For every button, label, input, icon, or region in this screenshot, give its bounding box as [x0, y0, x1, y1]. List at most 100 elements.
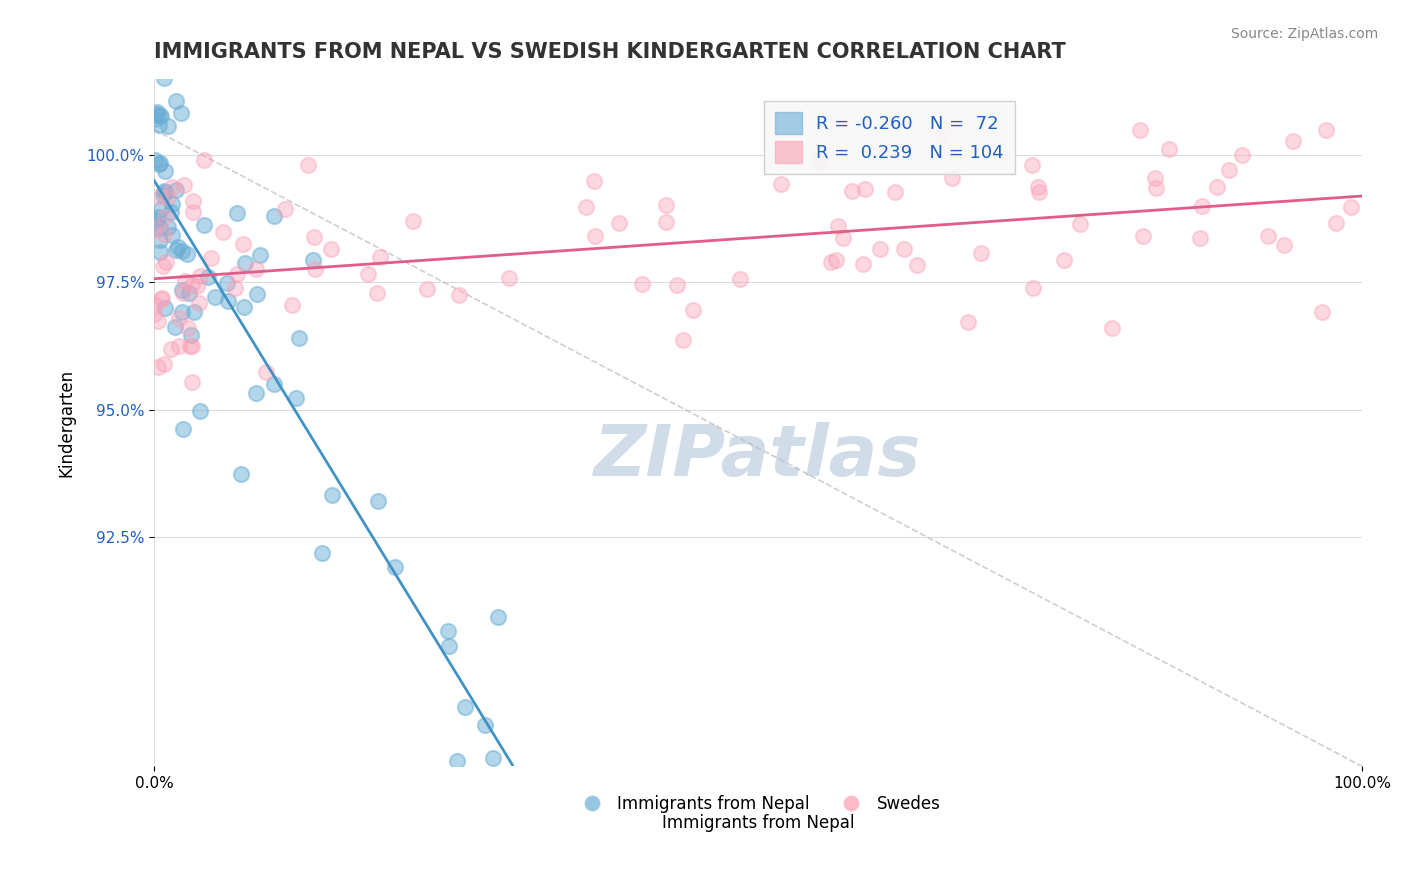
- Point: [1189, 231, 1212, 245]
- Point: [1324, 216, 1347, 230]
- Point: [682, 303, 704, 318]
- Point: [245, 262, 267, 277]
- Point: [582, 173, 605, 187]
- Point: [149, 156, 172, 170]
- Point: [188, 296, 211, 310]
- Point: [174, 274, 197, 288]
- Point: [449, 287, 471, 301]
- Point: [825, 252, 848, 267]
- Point: [501, 885, 523, 892]
- Point: [153, 210, 176, 224]
- Point: [143, 307, 166, 321]
- Point: [163, 320, 186, 334]
- Point: [583, 229, 606, 244]
- Point: [150, 291, 173, 305]
- Point: [654, 198, 676, 212]
- Point: [149, 190, 172, 204]
- Point: [932, 128, 955, 142]
- Point: [474, 718, 496, 732]
- Point: [157, 190, 180, 204]
- Point: [402, 214, 425, 228]
- Point: [1129, 123, 1152, 137]
- Point: [321, 488, 343, 502]
- Point: [1315, 122, 1337, 136]
- Point: [165, 243, 187, 257]
- Point: [1272, 237, 1295, 252]
- Point: [263, 377, 285, 392]
- Point: [1281, 134, 1303, 148]
- Point: [143, 298, 166, 312]
- Point: [180, 278, 202, 293]
- Point: [226, 267, 249, 281]
- Point: [166, 94, 188, 108]
- Point: [180, 327, 202, 342]
- Text: Source: ZipAtlas.com: Source: ZipAtlas.com: [1230, 27, 1378, 41]
- Point: [177, 320, 200, 334]
- Point: [177, 285, 200, 300]
- Point: [301, 252, 323, 267]
- Point: [820, 255, 842, 269]
- Y-axis label: Kindergarten: Kindergarten: [58, 368, 75, 476]
- Point: [183, 304, 205, 318]
- Point: [155, 255, 177, 269]
- Point: [172, 285, 194, 300]
- Point: [831, 231, 853, 245]
- Point: [1340, 200, 1362, 214]
- Point: [1257, 229, 1279, 244]
- Point: [146, 360, 169, 375]
- Point: [869, 242, 891, 256]
- Point: [1101, 321, 1123, 335]
- Point: [1144, 180, 1167, 194]
- Point: [446, 754, 468, 768]
- Point: [170, 244, 193, 258]
- Point: [170, 305, 193, 319]
- Point: [808, 154, 831, 169]
- Point: [232, 236, 254, 251]
- Point: [1028, 186, 1050, 200]
- Point: [454, 700, 477, 714]
- Point: [437, 640, 460, 654]
- Point: [226, 206, 249, 220]
- Text: IMMIGRANTS FROM NEPAL VS SWEDISH KINDERGARTEN CORRELATION CHART: IMMIGRANTS FROM NEPAL VS SWEDISH KINDERG…: [155, 42, 1066, 62]
- Point: [143, 222, 166, 236]
- Point: [148, 107, 170, 121]
- Point: [190, 403, 212, 417]
- Point: [165, 183, 187, 197]
- Point: [941, 170, 963, 185]
- Point: [263, 209, 285, 223]
- Text: ZIPatlas: ZIPatlas: [595, 422, 922, 491]
- Point: [153, 227, 176, 241]
- Point: [167, 240, 190, 254]
- Point: [311, 546, 333, 560]
- Point: [1053, 253, 1076, 268]
- Point: [224, 280, 246, 294]
- Point: [167, 311, 190, 326]
- Point: [181, 194, 204, 209]
- Point: [1218, 163, 1240, 178]
- Point: [143, 112, 166, 127]
- Point: [1132, 228, 1154, 243]
- Point: [146, 210, 169, 224]
- Point: [1312, 305, 1334, 319]
- Point: [145, 213, 167, 227]
- Point: [1232, 147, 1254, 161]
- Text: Immigrants from Nepal: Immigrants from Nepal: [662, 814, 855, 832]
- Point: [159, 342, 181, 356]
- Point: [366, 286, 388, 301]
- Point: [170, 106, 193, 120]
- Point: [297, 158, 319, 172]
- Point: [172, 283, 194, 297]
- Point: [146, 104, 169, 119]
- Point: [150, 109, 173, 123]
- Point: [769, 177, 792, 191]
- Point: [155, 301, 177, 315]
- Point: [367, 494, 389, 508]
- Point: [304, 261, 326, 276]
- Point: [631, 277, 654, 291]
- Point: [183, 205, 205, 219]
- Point: [190, 269, 212, 284]
- Point: [288, 331, 311, 345]
- Point: [181, 375, 204, 389]
- Point: [143, 153, 166, 167]
- Point: [436, 624, 458, 638]
